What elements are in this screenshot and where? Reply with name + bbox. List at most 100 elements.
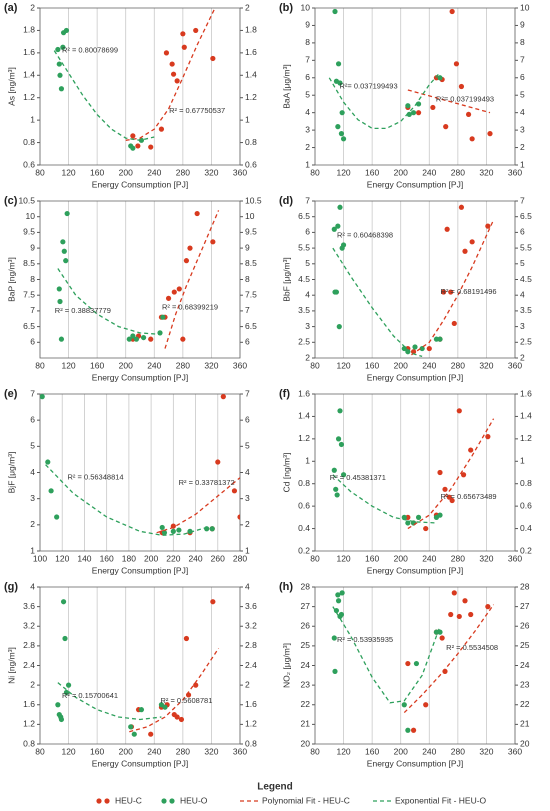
r2-annotation: R² = 0.56348814 xyxy=(68,473,124,482)
point xyxy=(170,528,176,534)
point xyxy=(337,80,343,86)
panel-label: (d) xyxy=(279,195,293,207)
point xyxy=(401,702,407,708)
point xyxy=(460,472,467,478)
r2-annotation: R² = 0.5534508 xyxy=(446,643,498,652)
point xyxy=(40,394,45,400)
y-tick-label: 1.6 xyxy=(298,388,310,398)
x-tick-label: 240 xyxy=(147,167,161,177)
point xyxy=(335,436,342,442)
y2-tick-label: 1 xyxy=(245,545,250,555)
point xyxy=(220,394,226,400)
y2-tick-label: 9 xyxy=(520,20,525,30)
point xyxy=(335,592,341,598)
point xyxy=(183,635,190,642)
point xyxy=(335,223,341,229)
point xyxy=(159,524,165,531)
x-tick-label: 320 xyxy=(479,746,493,756)
point xyxy=(56,286,62,292)
legend-label: HEU-C xyxy=(115,795,142,805)
point xyxy=(337,204,343,210)
point xyxy=(148,336,154,342)
point xyxy=(58,336,65,342)
y-tick-label: 1.4 xyxy=(23,70,35,80)
point xyxy=(183,258,190,264)
y-tick-label: 21 xyxy=(301,719,311,729)
point xyxy=(339,590,345,596)
y2-tick-label: 10.5 xyxy=(245,195,262,205)
y2-tick-label: 1.6 xyxy=(245,47,257,57)
point xyxy=(204,526,210,532)
point xyxy=(334,492,340,498)
y2-tick-label: 2 xyxy=(245,519,250,529)
y-tick-label: 1.2 xyxy=(23,719,35,729)
fit-line xyxy=(129,647,220,733)
y-tick-label: 0.4 xyxy=(298,523,310,533)
plot-frame xyxy=(39,393,241,552)
series xyxy=(57,268,162,336)
y-tick-label: 22 xyxy=(301,699,311,709)
point xyxy=(437,469,443,476)
y-tick-label: 25 xyxy=(301,640,311,650)
point xyxy=(128,724,134,730)
point xyxy=(56,61,62,67)
y-tick-label: 7 xyxy=(305,55,310,65)
point xyxy=(135,143,141,149)
plot-frame xyxy=(39,200,241,359)
point xyxy=(485,604,491,610)
y2-tick-label: 9.5 xyxy=(245,227,257,237)
y2-tick-label: 0.8 xyxy=(245,738,257,748)
r2-annotation: R² = 0.45381371 xyxy=(330,473,386,482)
x-tick-label: 200 xyxy=(144,553,158,563)
y2-tick-label: 2 xyxy=(520,142,525,152)
point xyxy=(130,133,136,139)
fit-line xyxy=(57,682,162,721)
point xyxy=(405,514,411,520)
x-tick-label: 240 xyxy=(422,167,436,177)
point xyxy=(458,83,465,90)
legend-swatch xyxy=(169,798,175,804)
point xyxy=(469,239,475,245)
y-axis-label: As [ng/m³] xyxy=(6,67,16,106)
panel-label: (g) xyxy=(4,581,18,593)
point xyxy=(64,210,70,217)
y2-tick-label: 10 xyxy=(520,2,530,12)
x-axis-label: Energy Consumption [PJ] xyxy=(92,565,188,575)
y2-tick-label: 6 xyxy=(245,414,250,424)
y-tick-label: 3.5 xyxy=(298,305,310,315)
panel-label: (a) xyxy=(4,2,18,14)
y2-tick-label: 23 xyxy=(520,679,530,689)
series xyxy=(405,8,493,142)
r2-annotation: R² = 0.5608781 xyxy=(160,696,212,705)
point xyxy=(209,526,215,532)
point xyxy=(162,704,168,710)
x-tick-label: 180 xyxy=(122,553,136,563)
series xyxy=(331,590,443,733)
y-tick-label: 1 xyxy=(30,545,35,555)
point xyxy=(433,75,440,81)
series xyxy=(332,8,443,142)
y2-tick-label: 1 xyxy=(245,114,250,124)
series xyxy=(55,27,145,151)
point xyxy=(405,727,411,733)
point xyxy=(451,590,457,596)
x-tick-label: 360 xyxy=(233,360,247,370)
r2-annotation: R² = 0.53935935 xyxy=(337,635,393,644)
y-tick-label: 0.8 xyxy=(23,738,35,748)
y2-tick-label: 4 xyxy=(245,467,250,477)
point xyxy=(410,110,417,116)
y2-tick-label: 5 xyxy=(520,89,525,99)
x-tick-label: 120 xyxy=(336,167,350,177)
y-tick-label: 1.2 xyxy=(298,433,310,443)
y2-tick-label: 7.5 xyxy=(245,289,257,299)
x-tick-label: 200 xyxy=(394,360,408,370)
y-tick-label: 1.6 xyxy=(23,47,35,57)
y-tick-label: 2.4 xyxy=(23,660,35,670)
point xyxy=(178,716,185,723)
x-axis-label: Energy Consumption [PJ] xyxy=(92,372,188,382)
point xyxy=(62,635,68,642)
x-tick-label: 200 xyxy=(394,167,408,177)
x-tick-label: 200 xyxy=(119,360,133,370)
